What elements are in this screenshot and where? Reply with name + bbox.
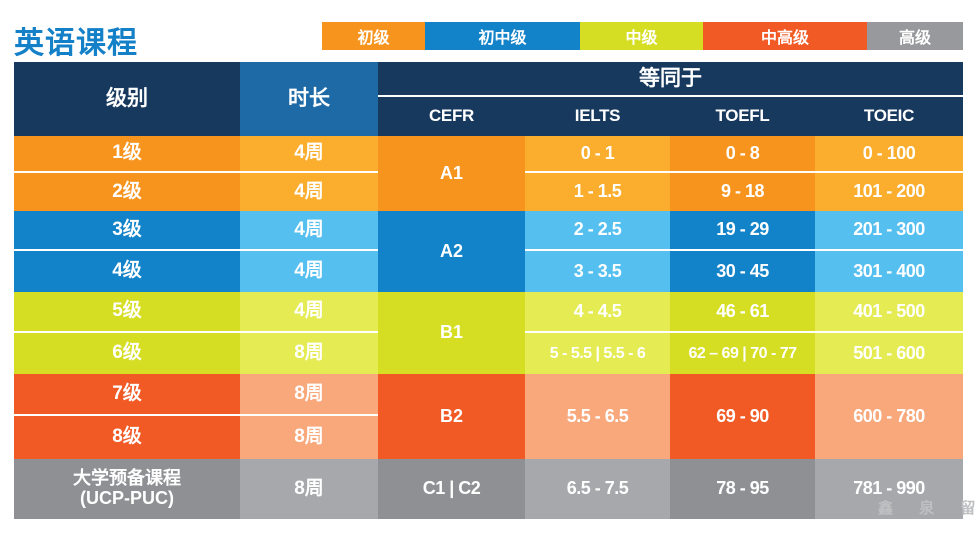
cell-duration-6: 8周 (240, 333, 378, 374)
course-table: 级别 时长 等同于 CEFR IELTS TOEFL TOEIC 1级 4周 A… (14, 62, 963, 519)
header-duration: 时长 (240, 62, 378, 136)
legend-item-beginner: 初级 (322, 22, 425, 50)
legend-item-intermediate: 中级 (580, 22, 703, 50)
cell-duration-8: 8周 (240, 416, 378, 459)
cell-level-2: 2级 (14, 173, 240, 211)
header-ielts: IELTS (525, 97, 670, 136)
cell-toefl-3: 19 - 29 (670, 211, 815, 251)
cell-toeic-3: 201 - 300 (815, 211, 963, 251)
cell-level-8: 8级 (14, 416, 240, 459)
cell-ielts-2: 1 - 1.5 (525, 173, 670, 211)
cell-level-5: 5级 (14, 292, 240, 333)
legend-item-upper-intermediate: 中高级 (703, 22, 867, 50)
watermark: 鑫 泉 留 学 (878, 500, 976, 517)
header-toefl: TOEFL (670, 97, 815, 136)
header-toeic: TOEIC (815, 97, 963, 136)
ucp-line1: 大学预备课程 (73, 468, 181, 489)
cell-duration-5: 4周 (240, 292, 378, 333)
cell-toefl-6: 62 – 69 | 70 - 77 (670, 333, 815, 374)
header-level: 级别 (14, 62, 240, 136)
cell-level-3: 3级 (14, 211, 240, 251)
cell-duration-2: 4周 (240, 173, 378, 211)
cell-duration-1: 4周 (240, 136, 378, 173)
cell-duration-7: 8周 (240, 374, 378, 416)
cell-toeic-1: 0 - 100 (815, 136, 963, 173)
cell-toefl-b2: 69 - 90 (670, 374, 815, 459)
cell-ielts-1: 0 - 1 (525, 136, 670, 173)
header-equivalent: 等同于 (378, 62, 963, 97)
cell-level-6: 6级 (14, 333, 240, 374)
cell-cefr-c1c2: C1 | C2 (378, 459, 525, 519)
cell-ielts-3: 2 - 2.5 (525, 211, 670, 251)
cell-duration-4: 4周 (240, 251, 378, 292)
cell-level-4: 4级 (14, 251, 240, 292)
cell-toeic-5: 401 - 500 (815, 292, 963, 333)
cell-toeic-4: 301 - 400 (815, 251, 963, 292)
cell-ielts-ucp: 6.5 - 7.5 (525, 459, 670, 519)
cell-toeic-b2: 600 - 780 (815, 374, 963, 459)
cell-toefl-4: 30 - 45 (670, 251, 815, 292)
cell-ielts-b2: 5.5 - 6.5 (525, 374, 670, 459)
cell-ielts-6: 5 - 5.5 | 5.5 - 6 (525, 333, 670, 374)
cell-toefl-1: 0 - 8 (670, 136, 815, 173)
cell-level-7: 7级 (14, 374, 240, 416)
cell-cefr-b2: B2 (378, 374, 525, 459)
cell-toeic-2: 101 - 200 (815, 173, 963, 211)
cell-toeic-6: 501 - 600 (815, 333, 963, 374)
cell-toefl-2: 9 - 18 (670, 173, 815, 211)
cell-level-1: 1级 (14, 136, 240, 173)
cell-duration-ucp: 8周 (240, 459, 378, 519)
ucp-line2: (UCP-PUC) (80, 488, 174, 508)
legend-item-advanced: 高级 (867, 22, 963, 50)
cell-cefr-a1: A1 (378, 136, 525, 211)
header-cefr: CEFR (378, 97, 525, 136)
legend-item-lower-intermediate: 初中级 (425, 22, 580, 50)
cell-level-ucp: 大学预备课程 (UCP-PUC) (14, 459, 240, 519)
cell-toefl-5: 46 - 61 (670, 292, 815, 333)
page-title: 英语课程 (14, 27, 138, 60)
level-legend: 初级 初中级 中级 中高级 高级 (322, 22, 963, 50)
cell-ielts-5: 4 - 4.5 (525, 292, 670, 333)
cell-toefl-ucp: 78 - 95 (670, 459, 815, 519)
cell-cefr-b1: B1 (378, 292, 525, 374)
cell-toeic-ucp: 781 - 990 (815, 459, 963, 519)
cell-duration-3: 4周 (240, 211, 378, 251)
cell-ielts-4: 3 - 3.5 (525, 251, 670, 292)
cell-cefr-a2: A2 (378, 211, 525, 292)
